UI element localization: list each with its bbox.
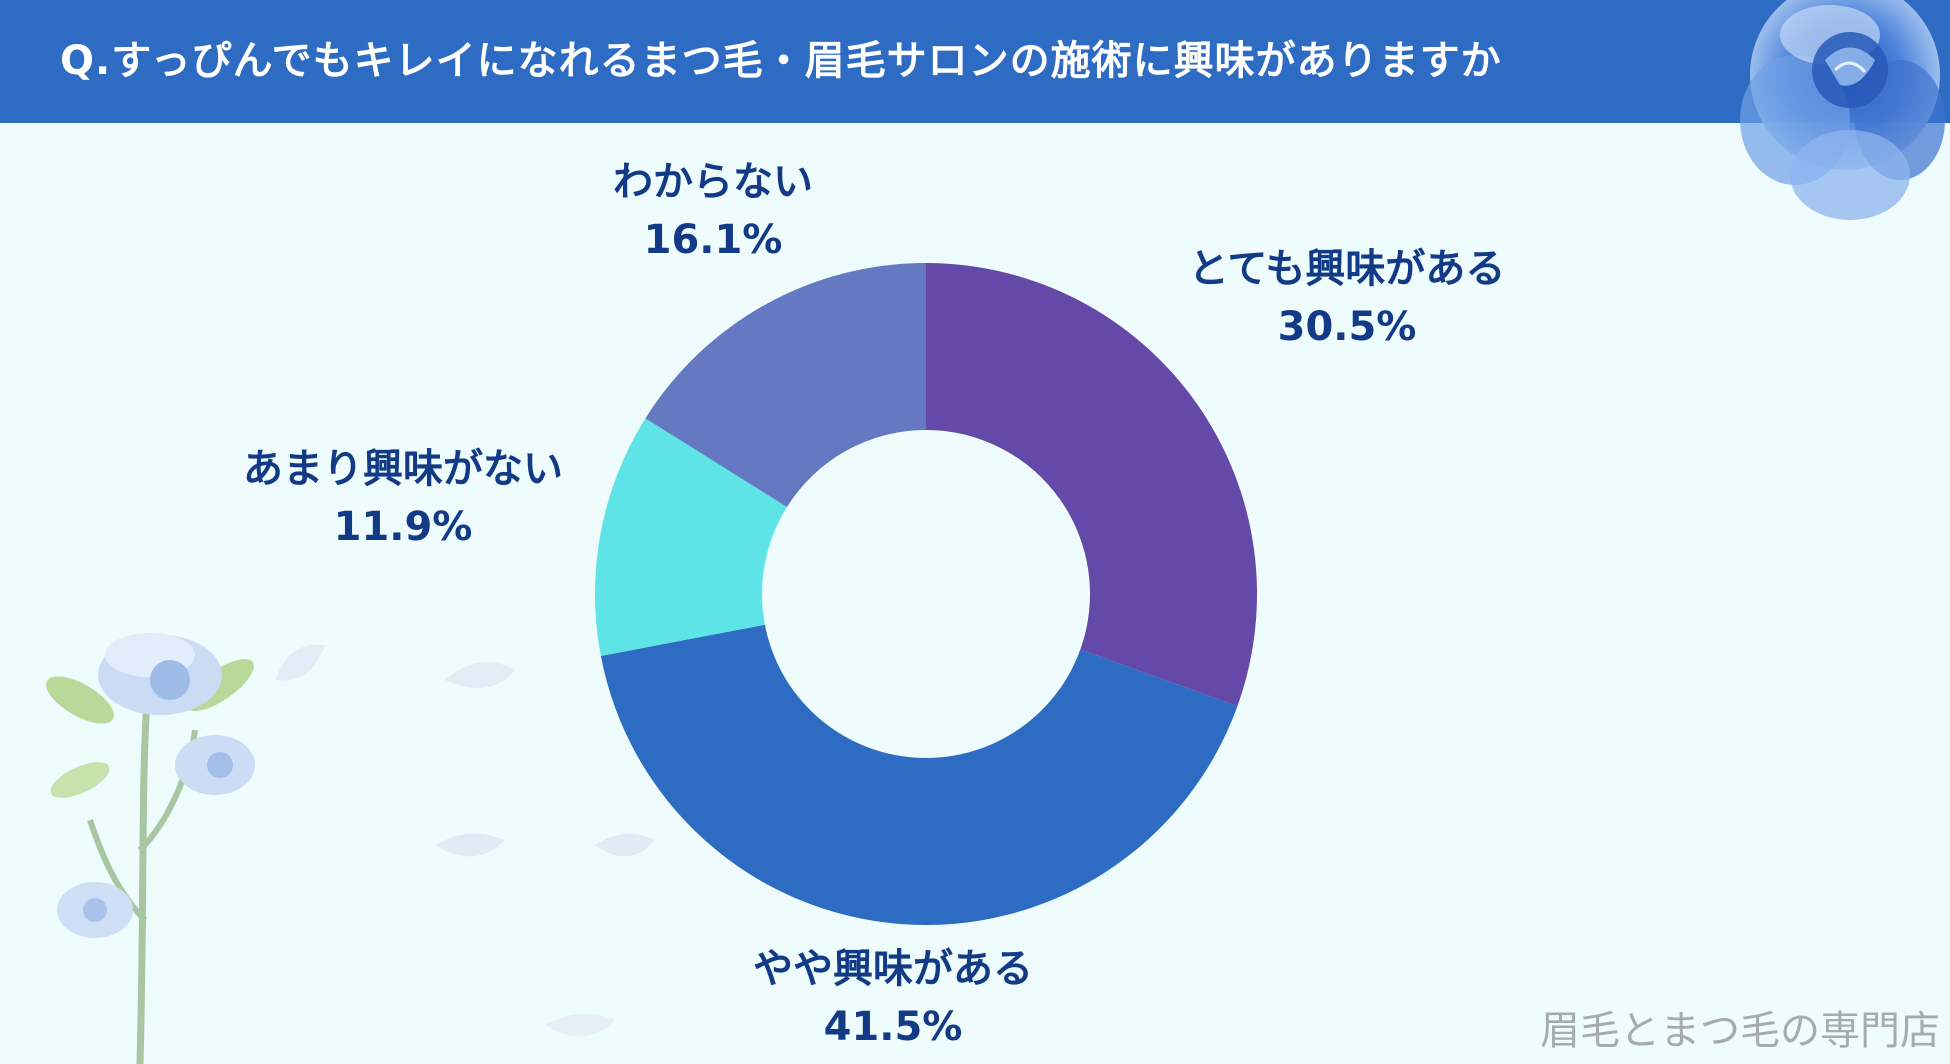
slice-percent: 30.5% <box>1277 304 1417 350</box>
slice-category: とても興味がある <box>1188 246 1506 292</box>
slice-somewhat-interested <box>600 624 1238 926</box>
petal-icon <box>595 833 655 857</box>
slice-label-not-very-interested: あまり興味がない 11.9% <box>243 440 563 556</box>
slice-very-interested <box>926 263 1257 707</box>
chart-title: Q.すっぴんでもキレイになれるまつ毛・眉毛サロンの施術に興味がありますか <box>60 38 1502 84</box>
slice-percent: 11.9% <box>333 504 473 550</box>
slice-label-very-interested: とても興味がある 30.5% <box>1189 240 1506 356</box>
blue-rose-icon <box>1740 0 1945 220</box>
petal-icon <box>545 1013 615 1037</box>
slice-label-dont-know: わからない 16.1% <box>613 153 813 269</box>
slice-category: わからない <box>613 159 813 205</box>
blue-rose-stem-icon <box>46 633 255 1064</box>
slice-not-very-interested <box>595 418 787 657</box>
slice-percent: 16.1% <box>643 217 783 263</box>
petal-icon <box>445 662 515 688</box>
slice-dont-know <box>645 263 926 507</box>
title-bar: Q.すっぴんでもキレイになれるまつ毛・眉毛サロンの施術に興味がありますか <box>0 0 1950 123</box>
slice-category: やや興味がある <box>753 946 1033 992</box>
slice-label-somewhat-interested: やや興味がある 41.5% <box>753 940 1033 1056</box>
slice-category: あまり興味がない <box>243 446 563 492</box>
petal-icon <box>275 644 325 681</box>
watermark-text: 眉毛とまつ毛の専門店 <box>1540 1008 1940 1054</box>
slice-percent: 41.5% <box>823 1004 963 1050</box>
petal-icon <box>435 833 505 857</box>
